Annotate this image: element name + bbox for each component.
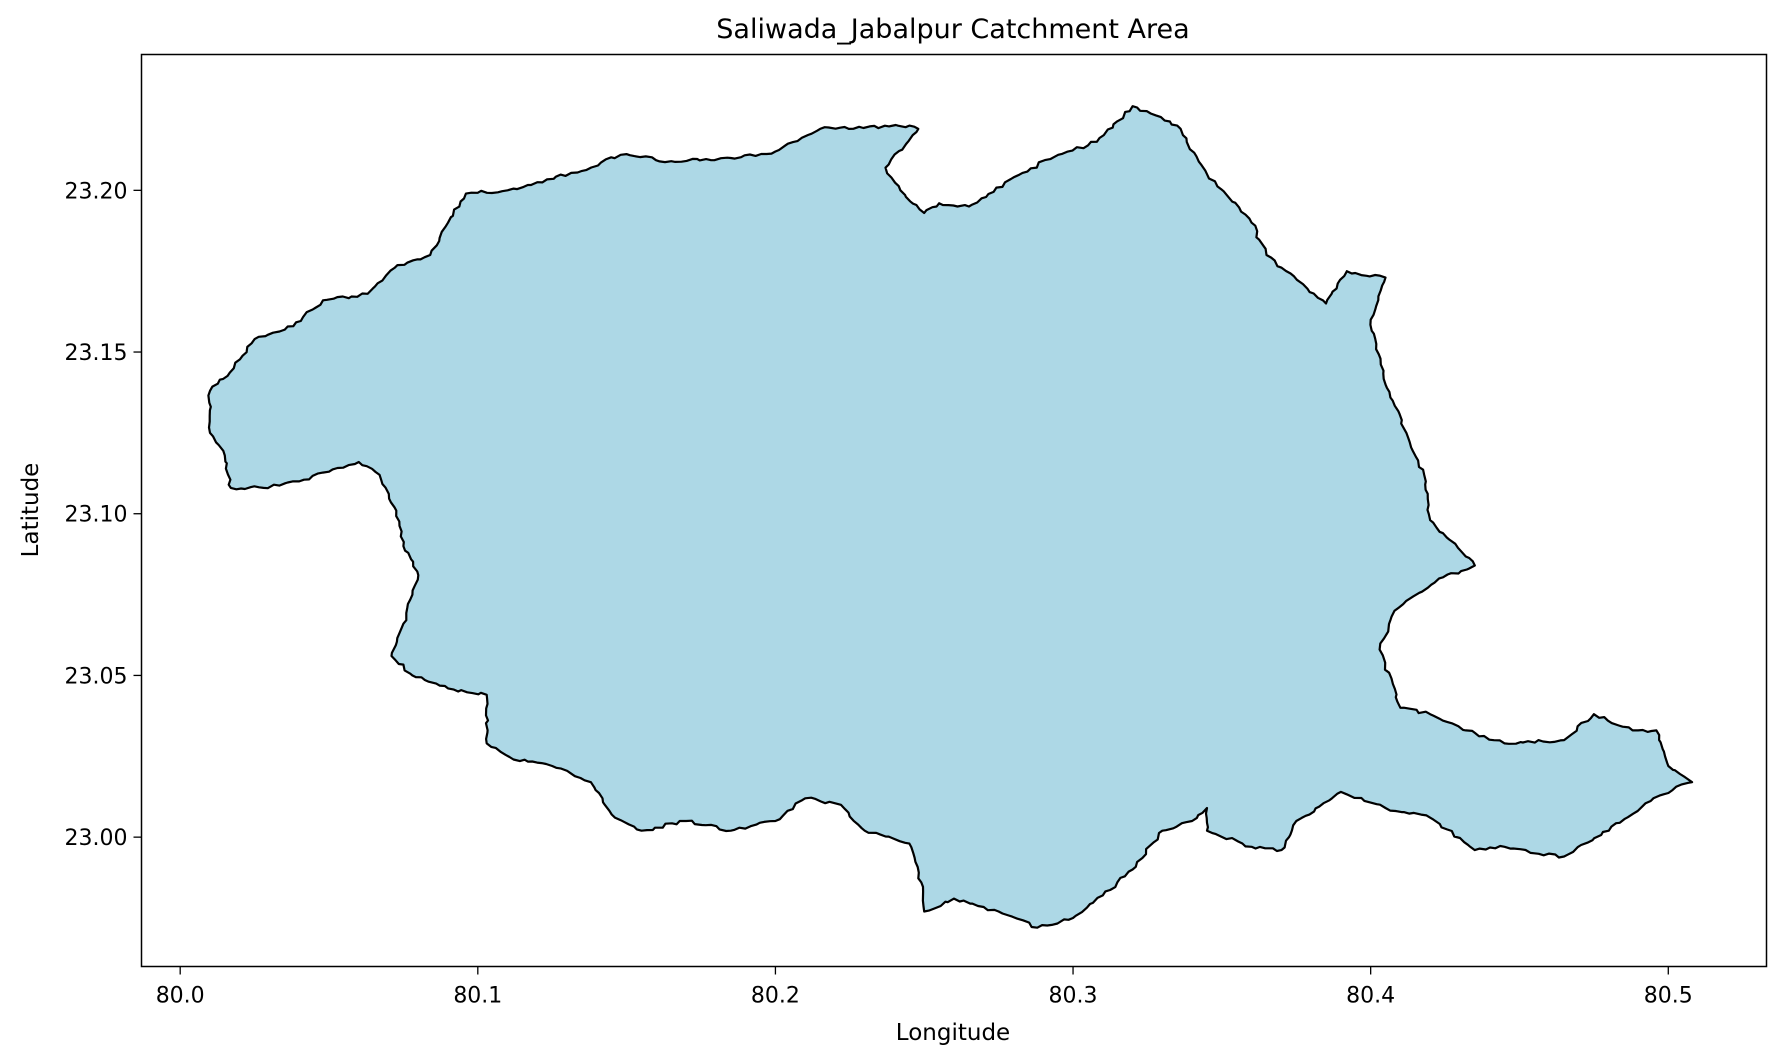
y-axis-ticks: 23.00 23.05 23.10 23.15 23.20 xyxy=(65,179,142,851)
y-tick-label: 23.15 xyxy=(65,341,128,366)
x-axis-label: Longitude xyxy=(896,1020,1010,1046)
catchment-boundary-polygon xyxy=(207,105,1694,929)
x-tick-label: 80.5 xyxy=(1644,984,1693,1009)
chart-title: Saliwada_Jabalpur Catchment Area xyxy=(716,14,1189,45)
y-tick-label: 23.05 xyxy=(65,664,128,689)
x-tick-label: 80.0 xyxy=(156,984,205,1009)
plot-frame xyxy=(140,53,1768,968)
x-tick-label: 80.1 xyxy=(453,984,502,1009)
y-axis-label: Latitude xyxy=(18,463,44,558)
y-tick-label: 23.00 xyxy=(65,826,128,851)
x-tick-label: 80.2 xyxy=(751,984,800,1009)
x-tick-label: 80.4 xyxy=(1346,984,1395,1009)
x-axis-ticks: 80.0 80.1 80.2 80.3 80.4 80.5 xyxy=(156,966,1693,1009)
y-tick-label: 23.10 xyxy=(65,503,128,528)
y-tick-label: 23.20 xyxy=(65,179,128,204)
x-tick-label: 80.3 xyxy=(1049,984,1098,1009)
plot-area xyxy=(140,53,1768,968)
